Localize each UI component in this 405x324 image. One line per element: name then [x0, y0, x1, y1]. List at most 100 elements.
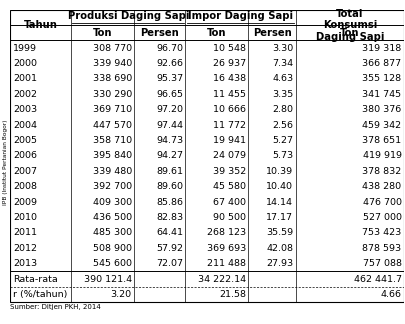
Text: 757 088: 757 088 — [362, 259, 401, 268]
Text: 89.60: 89.60 — [156, 182, 183, 191]
Text: Ton: Ton — [93, 28, 112, 38]
Text: 419 919: 419 919 — [362, 151, 401, 160]
Text: 82.83: 82.83 — [156, 213, 183, 222]
Text: 366 877: 366 877 — [362, 59, 401, 68]
Text: 476 700: 476 700 — [362, 198, 401, 207]
Text: 3.30: 3.30 — [271, 44, 292, 53]
Text: 24 079: 24 079 — [213, 151, 245, 160]
Text: Ton: Ton — [339, 28, 359, 38]
Text: 211 488: 211 488 — [207, 259, 245, 268]
Text: 35.59: 35.59 — [266, 228, 292, 237]
Text: 2.80: 2.80 — [272, 105, 292, 114]
Text: 462 441.7: 462 441.7 — [353, 274, 401, 284]
Text: 21.58: 21.58 — [219, 290, 245, 299]
Text: 459 342: 459 342 — [362, 121, 401, 130]
Text: 2003: 2003 — [13, 105, 37, 114]
Text: 3.20: 3.20 — [111, 290, 132, 299]
Text: 96.70: 96.70 — [156, 44, 183, 53]
Text: 11 772: 11 772 — [213, 121, 245, 130]
Text: 1999: 1999 — [13, 44, 37, 53]
Text: 97.20: 97.20 — [156, 105, 183, 114]
Text: 338 690: 338 690 — [92, 75, 132, 84]
Text: 390 121.4: 390 121.4 — [83, 274, 132, 284]
Text: 2006: 2006 — [13, 151, 37, 160]
Text: 3.35: 3.35 — [271, 90, 292, 99]
Text: 2012: 2012 — [13, 244, 37, 253]
Text: 94.27: 94.27 — [156, 151, 183, 160]
Text: Persen: Persen — [140, 28, 179, 38]
Text: 5.73: 5.73 — [271, 151, 292, 160]
Text: 527 000: 527 000 — [362, 213, 401, 222]
Text: 369 710: 369 710 — [92, 105, 132, 114]
Text: 96.65: 96.65 — [156, 90, 183, 99]
Text: 380 376: 380 376 — [362, 105, 401, 114]
Text: 341 745: 341 745 — [362, 90, 401, 99]
Text: 485 300: 485 300 — [92, 228, 132, 237]
Text: 436 500: 436 500 — [92, 213, 132, 222]
Text: 64.41: 64.41 — [156, 228, 183, 237]
Text: 14.14: 14.14 — [266, 198, 292, 207]
Text: 10.40: 10.40 — [266, 182, 292, 191]
Text: 4.63: 4.63 — [271, 75, 292, 84]
Text: 10 548: 10 548 — [213, 44, 245, 53]
Text: 26 937: 26 937 — [212, 59, 245, 68]
Text: 2002: 2002 — [13, 90, 37, 99]
Text: 2009: 2009 — [13, 198, 37, 207]
Text: 92.66: 92.66 — [156, 59, 183, 68]
Text: Total
Konsumsi
Daging Sapi: Total Konsumsi Daging Sapi — [315, 8, 383, 42]
Text: 409 300: 409 300 — [92, 198, 132, 207]
Text: 339 940: 339 940 — [92, 59, 132, 68]
Text: 508 900: 508 900 — [93, 244, 132, 253]
Text: Persen: Persen — [252, 28, 291, 38]
Text: 378 651: 378 651 — [362, 136, 401, 145]
Text: Impor Daging Sapi: Impor Daging Sapi — [188, 11, 292, 21]
Text: 545 600: 545 600 — [93, 259, 132, 268]
Text: 95.37: 95.37 — [156, 75, 183, 84]
Text: Sumber: Ditjen PKH, 2014: Sumber: Ditjen PKH, 2014 — [10, 304, 101, 310]
Text: 319 318: 319 318 — [362, 44, 401, 53]
Text: 268 123: 268 123 — [207, 228, 245, 237]
Text: 4.66: 4.66 — [379, 290, 401, 299]
Text: 438 280: 438 280 — [362, 182, 401, 191]
Text: 67 400: 67 400 — [213, 198, 245, 207]
Text: Rata-rata: Rata-rata — [13, 274, 58, 284]
Text: 5.27: 5.27 — [272, 136, 292, 145]
Text: 16 438: 16 438 — [212, 75, 245, 84]
Text: 2000: 2000 — [13, 59, 37, 68]
Text: 378 832: 378 832 — [362, 167, 401, 176]
Text: 2001: 2001 — [13, 75, 37, 84]
Text: 878 593: 878 593 — [362, 244, 401, 253]
Text: 10 666: 10 666 — [213, 105, 245, 114]
Text: 7.34: 7.34 — [271, 59, 292, 68]
Text: 97.44: 97.44 — [156, 121, 183, 130]
Text: 10.39: 10.39 — [266, 167, 292, 176]
Text: 392 700: 392 700 — [92, 182, 132, 191]
Text: 85.86: 85.86 — [156, 198, 183, 207]
Text: 19 941: 19 941 — [213, 136, 245, 145]
Text: 2004: 2004 — [13, 121, 37, 130]
Text: 447 570: 447 570 — [93, 121, 132, 130]
Text: Ton: Ton — [207, 28, 226, 38]
Text: 11 455: 11 455 — [213, 90, 245, 99]
Text: 2013: 2013 — [13, 259, 37, 268]
Text: 27.93: 27.93 — [266, 259, 292, 268]
Text: IPB (Institut Pertanian Bogor): IPB (Institut Pertanian Bogor) — [2, 119, 8, 205]
Text: 2008: 2008 — [13, 182, 37, 191]
Text: 34 222.14: 34 222.14 — [197, 274, 245, 284]
Text: 2010: 2010 — [13, 213, 37, 222]
Text: 358 710: 358 710 — [92, 136, 132, 145]
Text: 57.92: 57.92 — [156, 244, 183, 253]
Text: 72.07: 72.07 — [156, 259, 183, 268]
Text: 94.73: 94.73 — [156, 136, 183, 145]
Text: 90 500: 90 500 — [213, 213, 245, 222]
Text: 17.17: 17.17 — [266, 213, 292, 222]
Text: r (%/tahun): r (%/tahun) — [13, 290, 68, 299]
Text: 308 770: 308 770 — [92, 44, 132, 53]
Text: 339 480: 339 480 — [92, 167, 132, 176]
Text: 2007: 2007 — [13, 167, 37, 176]
Text: 355 128: 355 128 — [362, 75, 401, 84]
Text: 753 423: 753 423 — [362, 228, 401, 237]
Text: 330 290: 330 290 — [92, 90, 132, 99]
Text: 45 580: 45 580 — [213, 182, 245, 191]
Text: 39 352: 39 352 — [212, 167, 245, 176]
